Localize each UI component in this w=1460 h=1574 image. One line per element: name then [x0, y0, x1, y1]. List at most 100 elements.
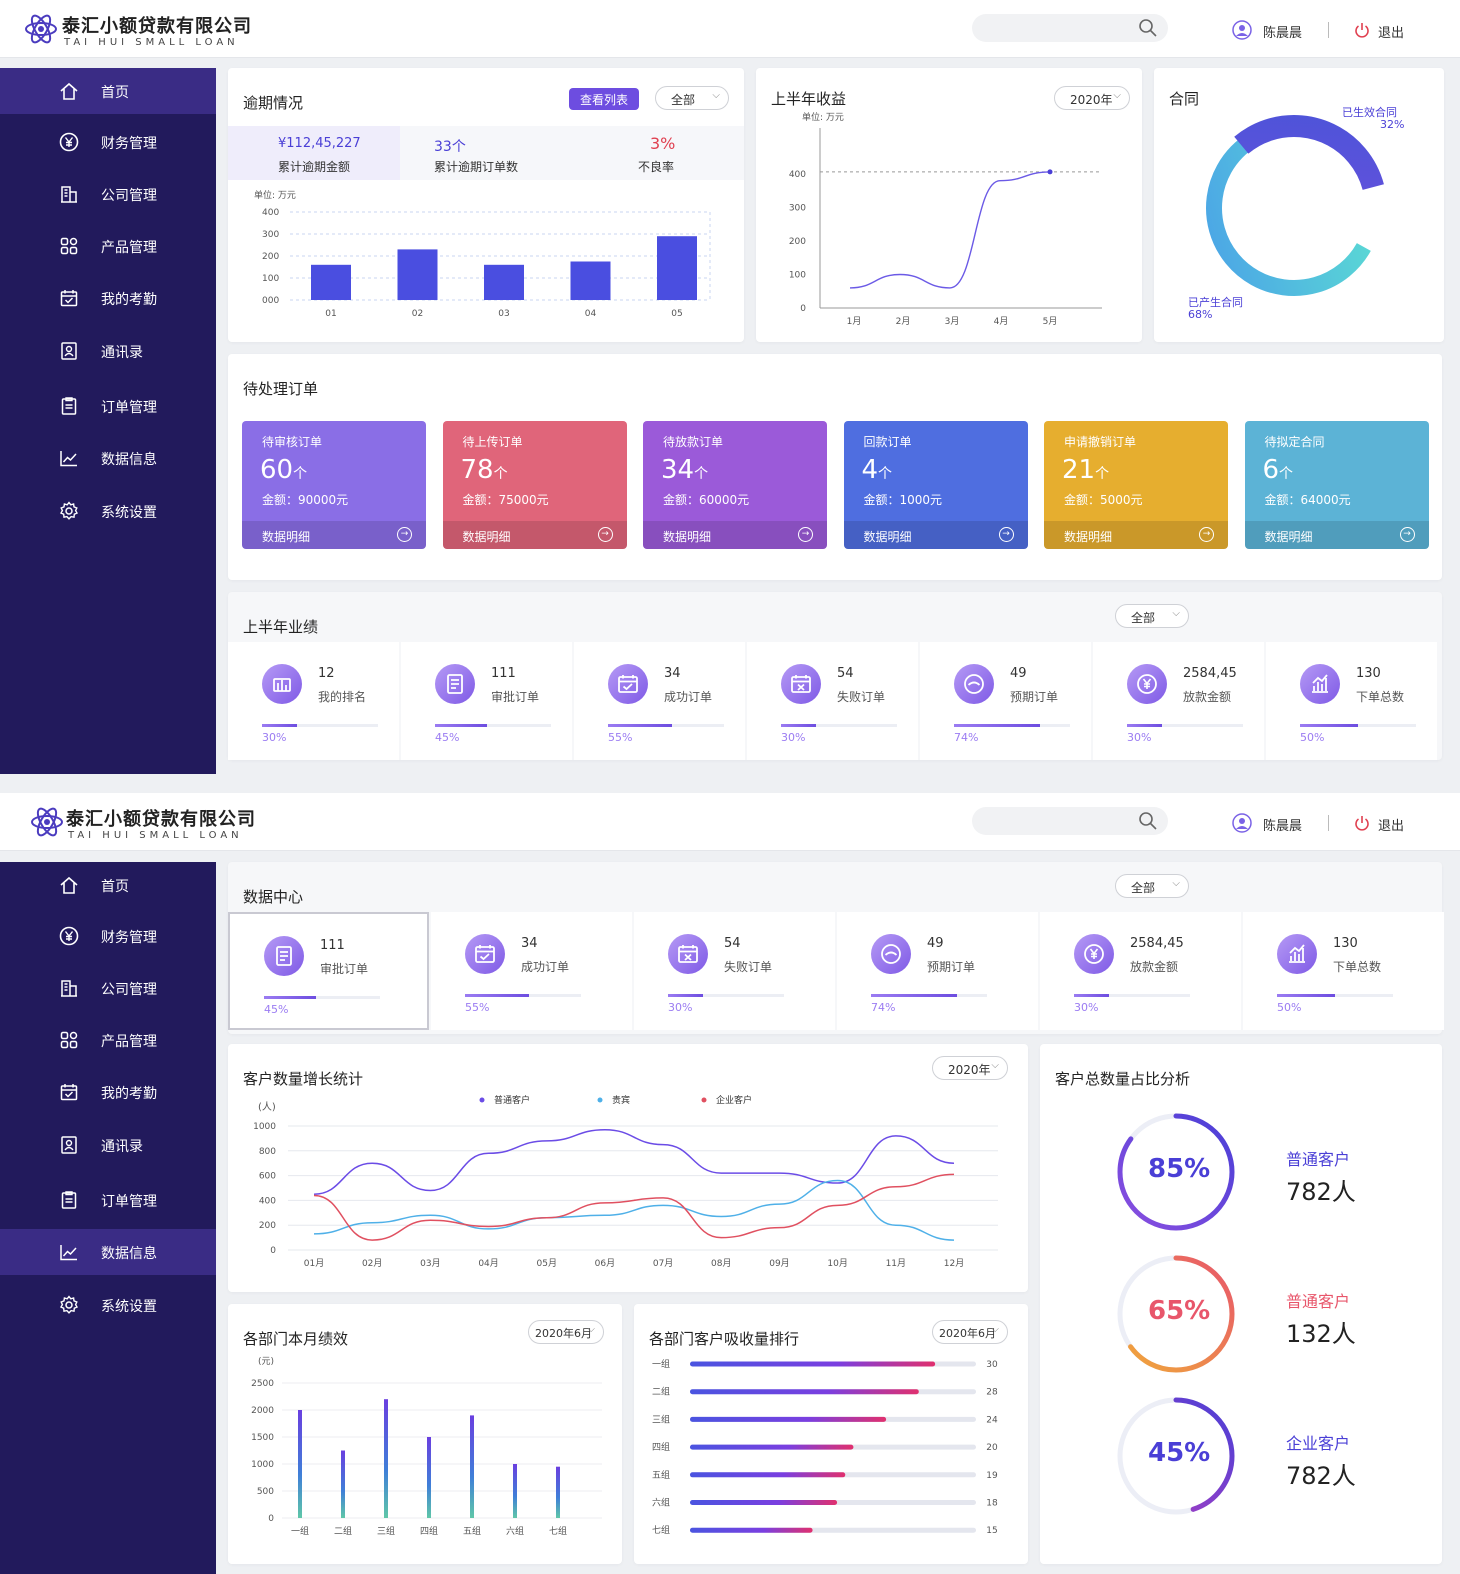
pending-order-footer[interactable]: 数据明细 → [643, 521, 827, 549]
x-tick-label: 01 [325, 309, 336, 319]
sidebar-item-yen-circle[interactable]: 财务管理 [0, 119, 216, 165]
pending-order-card[interactable]: 待上传订单 78个 金额：75000元 数据明细 → [442, 421, 627, 549]
dept-performance-month-select[interactable]: 2020年6月 ⌵ [528, 1320, 604, 1344]
stat-progress-fill [1074, 994, 1109, 997]
sidebar-item-clipboard[interactable]: 订单管理 [0, 1177, 216, 1223]
company-name: 泰汇小额贷款有限公司 [62, 16, 252, 37]
pending-order-card[interactable]: 待放款订单 34个 金额：60000元 数据明细 → [643, 421, 827, 549]
view-list-button[interactable]: 查看列表 [569, 88, 639, 110]
logout-button[interactable]: 退出 [1378, 819, 1405, 834]
stat-progress-track [435, 724, 551, 727]
arrow-right-icon[interactable]: → [1199, 527, 1214, 542]
legend-marker [597, 1097, 603, 1103]
income-year-select[interactable]: 2020年 ⌵ [1054, 86, 1130, 110]
pending-order-title: 回款订单 [863, 435, 912, 449]
pending-order-card[interactable]: 回款订单 4个 金额：1000元 数据明细 → [843, 421, 1028, 549]
search-icon[interactable] [1138, 18, 1158, 38]
power-icon[interactable] [1354, 815, 1370, 831]
overdue-summary-count: 33个 累计逾期订单数 [400, 126, 572, 180]
data-detail-link[interactable]: 数据明细 [663, 530, 712, 544]
bar [690, 1361, 936, 1367]
arrow-right-icon[interactable]: → [397, 527, 412, 542]
data-detail-link[interactable]: 数据明细 [1064, 530, 1113, 544]
stat-card[interactable]: 2584,45 放款金额 30% [1040, 912, 1241, 1030]
sidebar-item-gear[interactable]: 系统设置 [0, 1282, 216, 1328]
sidebar-item-grid[interactable]: 产品管理 [0, 223, 216, 269]
sidebar-item-line-chart[interactable]: 数据信息 [0, 1229, 216, 1275]
sidebar-item-gear[interactable]: 系统设置 [0, 488, 216, 534]
search-input[interactable] [972, 807, 1168, 835]
stat-percent: 45% [435, 731, 460, 744]
sidebar-item-calendar-check[interactable]: 我的考勤 [0, 1069, 216, 1115]
sidebar-item-contact[interactable]: 通讯录 [0, 1122, 216, 1168]
pending-order-footer[interactable]: 数据明细 → [442, 521, 627, 549]
stat-card[interactable]: 111 审批订单 45% [228, 912, 429, 1030]
data-detail-link[interactable]: 数据明细 [1264, 530, 1313, 544]
pending-order-card[interactable]: 待审核订单 60个 金额：90000元 数据明细 → [242, 421, 426, 549]
stat-value: 12 [318, 666, 335, 681]
y-tick-label: 400 [789, 170, 806, 180]
sidebar-item-label: 首页 [101, 879, 129, 895]
pending-order-card[interactable]: 申请撤销订单 21个 金额：5000元 数据明细 → [1044, 421, 1228, 549]
sidebar-item-yen-circle[interactable]: 财务管理 [0, 913, 216, 959]
stat-card[interactable]: 54 失败订单 30% [747, 642, 918, 760]
sidebar-item-clipboard[interactable]: 订单管理 [0, 383, 216, 429]
data-detail-link[interactable]: 数据明细 [462, 530, 511, 544]
search-icon[interactable] [1138, 811, 1158, 831]
avatar[interactable] [1232, 813, 1252, 833]
performance-filter-select[interactable]: 全部 ⌵ [1115, 604, 1189, 628]
arrow-right-icon[interactable]: → [998, 527, 1014, 542]
data-detail-link[interactable]: 数据明细 [863, 530, 912, 544]
data-center-filter-select[interactable]: 全部 ⌵ [1115, 874, 1189, 898]
avatar[interactable] [1232, 20, 1252, 40]
arrow-right-icon[interactable]: → [1399, 527, 1415, 542]
x-tick-label: 4月 [994, 316, 1009, 327]
user-name[interactable]: 陈晨晨 [1263, 819, 1303, 834]
stat-card[interactable]: 34 成功订单 55% [431, 912, 632, 1030]
logout-button[interactable]: 退出 [1378, 26, 1405, 41]
stat-card[interactable]: 2584,45 放款金额 30% [1093, 642, 1264, 760]
pending-order-footer[interactable]: 数据明细 → [1044, 521, 1228, 549]
dept-rank-month-select[interactable]: 2020年6月 ⌵ [932, 1320, 1008, 1344]
sidebar-item-contact[interactable]: 通讯录 [0, 328, 216, 374]
arrow-right-icon[interactable]: → [798, 527, 813, 542]
x-tick-label: 05 [671, 309, 682, 319]
pending-order-count-value: 6 [1262, 455, 1280, 485]
sidebar-item-building[interactable]: 公司管理 [0, 171, 216, 217]
expect-icon [881, 944, 901, 964]
sidebar-item-calendar-check[interactable]: 我的考勤 [0, 275, 216, 321]
stat-label: 预期订单 [1010, 690, 1059, 704]
pending-order-card[interactable]: 待拟定合同 6个 金额：64000元 数据明细 → [1244, 421, 1429, 549]
y-tick-label: 300 [262, 230, 279, 240]
stat-card[interactable]: 12 我的排名 30% [228, 642, 399, 760]
stat-card[interactable]: 49 预期订单 74% [837, 912, 1038, 1030]
stat-card[interactable]: 34 成功订单 55% [574, 642, 745, 760]
arrow-right-icon[interactable]: → [597, 527, 613, 542]
stat-card[interactable]: 130 下单总数 50% [1266, 642, 1437, 760]
data-detail-link[interactable]: 数据明细 [262, 530, 311, 544]
pending-order-footer[interactable]: 数据明细 → [242, 521, 426, 549]
user-name[interactable]: 陈晨晨 [1263, 26, 1303, 41]
x-tick-label: 01月 [304, 1258, 324, 1269]
company-name: 泰汇小额贷款有限公司 [66, 809, 256, 830]
pending-order-footer[interactable]: 数据明细 → [843, 521, 1028, 549]
bar [690, 1444, 854, 1450]
dept-rank-month-value: 2020年6月 [939, 1327, 996, 1340]
stat-card[interactable]: 111 审批订单 45% [401, 642, 572, 760]
sidebar-item-grid[interactable]: 产品管理 [0, 1017, 216, 1063]
sidebar-item-building[interactable]: 公司管理 [0, 965, 216, 1011]
sidebar-item-label: 财务管理 [101, 930, 157, 946]
customer-growth-year-select[interactable]: 2020年 ⌵ [932, 1056, 1008, 1080]
search-input[interactable] [972, 14, 1168, 42]
stat-card[interactable]: 130 下单总数 50% [1243, 912, 1444, 1030]
stat-card[interactable]: 54 失败订单 30% [634, 912, 835, 1030]
x-tick-label: 02月 [362, 1258, 382, 1269]
pending-order-footer[interactable]: 数据明细 → [1244, 521, 1429, 549]
sidebar-item-home[interactable]: 首页 [0, 862, 216, 908]
sidebar-item-home[interactable]: 首页 [0, 68, 216, 114]
y-tick-label: 300 [789, 204, 806, 214]
overdue-filter-select[interactable]: 全部 ⌵ [655, 86, 729, 110]
sidebar-item-line-chart[interactable]: 数据信息 [0, 435, 216, 481]
power-icon[interactable] [1354, 22, 1370, 38]
stat-card[interactable]: 49 预期订单 74% [920, 642, 1091, 760]
